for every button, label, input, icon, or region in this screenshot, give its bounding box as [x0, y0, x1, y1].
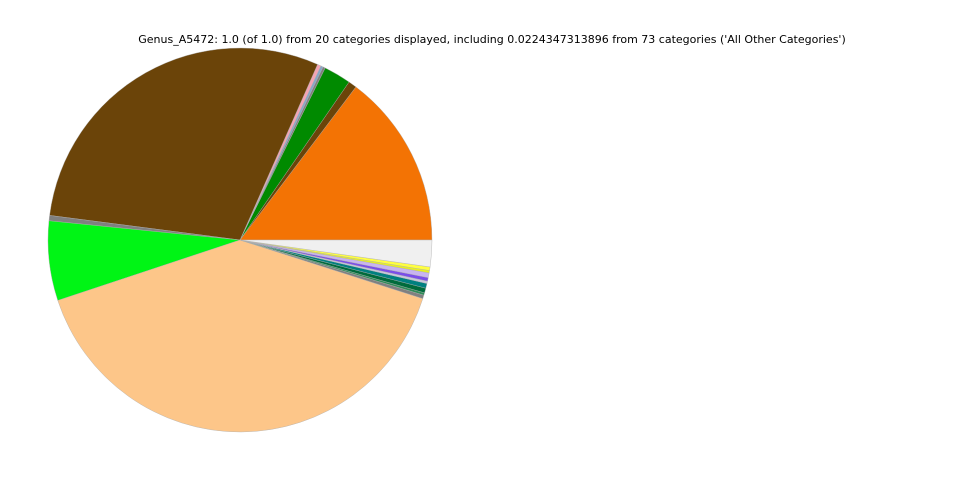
pie-slice [49, 47, 318, 241]
pie-slice [239, 86, 433, 241]
chart-title: Genus_A5472: 1.0 (of 1.0) from 20 catego… [138, 33, 846, 46]
pie-slice [57, 239, 424, 433]
pie-slice [239, 239, 433, 268]
